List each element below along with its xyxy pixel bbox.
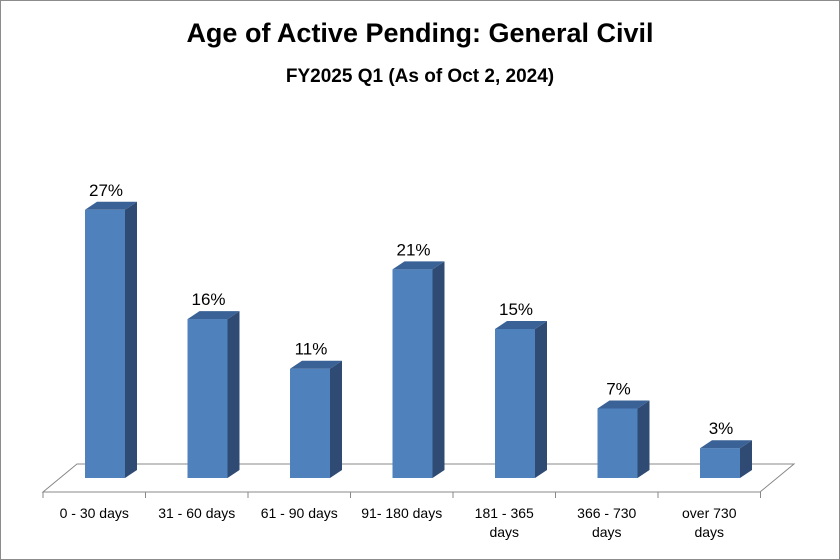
bar-side: [535, 321, 547, 478]
bar: [495, 329, 535, 478]
category-label: 61 - 90 days: [261, 505, 338, 521]
data-label: 3%: [709, 419, 734, 438]
category-label: 366 - 730: [577, 505, 636, 521]
chart-title: Age of Active Pending: General Civil: [186, 18, 654, 48]
bar-top: [187, 311, 240, 320]
bar-side: [227, 311, 240, 478]
bar: [700, 448, 740, 478]
bar-side: [637, 400, 650, 478]
bar-top: [495, 321, 547, 329]
bar-side: [432, 261, 445, 478]
bar: [187, 319, 228, 478]
data-label: 11%: [295, 340, 328, 359]
category-label: days: [694, 524, 724, 540]
bar-top: [392, 261, 445, 270]
category-label: 0 - 30 days: [60, 505, 129, 521]
category-label: days: [592, 524, 622, 540]
bar-side: [330, 360, 342, 478]
bar: [597, 408, 638, 478]
category-label: days: [489, 524, 519, 540]
data-label: 15%: [499, 300, 533, 319]
data-label: 16%: [191, 290, 225, 309]
bar: [290, 368, 330, 478]
chart-subtitle: FY2025 Q1 (As of Oct 2, 2024): [285, 66, 555, 87]
category-label: 181 - 365: [475, 505, 534, 521]
category-label: 31 - 60 days: [158, 505, 235, 521]
bar: [392, 269, 433, 478]
data-label: 7%: [606, 379, 631, 398]
bar-top: [700, 440, 752, 449]
data-label: 21%: [396, 240, 430, 259]
bar-side: [740, 440, 752, 478]
bar-side: [125, 201, 137, 479]
bar-top: [290, 360, 342, 369]
bar-top: [85, 201, 137, 210]
bar-top: [597, 400, 650, 409]
data-label: 27%: [89, 181, 123, 200]
category-label: 91- 180 days: [361, 505, 442, 521]
category-label: over 730: [682, 505, 737, 521]
bar: [85, 209, 125, 479]
